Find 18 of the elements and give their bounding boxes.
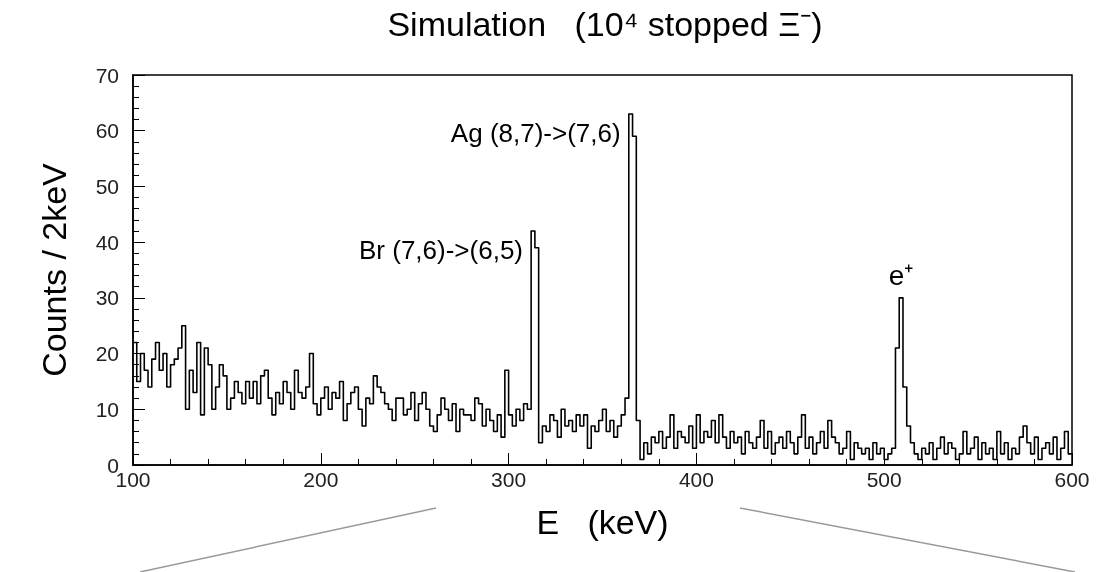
x-tick-label: 500 — [866, 468, 902, 491]
x-tick-label: 400 — [678, 468, 714, 491]
y-tick-label: 70 — [95, 63, 119, 87]
x-tick-label: 300 — [491, 468, 527, 491]
x-axis-title: E (keV) — [536, 503, 669, 541]
y-tick-label: 50 — [95, 174, 119, 198]
y-tick-label: 60 — [95, 119, 119, 143]
annotation: Ag (8,7)->(7,6) — [450, 118, 621, 148]
y-tick-label: 40 — [95, 230, 119, 254]
x-tick-label: 200 — [303, 468, 339, 491]
chart-title: Simulation (10⁴ stopped Ξ⁻) — [387, 5, 823, 43]
y-tick-label: 10 — [95, 397, 119, 421]
annotation: Br (7,6)->(6,5) — [359, 235, 524, 265]
y-tick-label: 20 — [95, 342, 119, 366]
x-tick-label: 600 — [1054, 468, 1090, 491]
annotation: e⁺ — [888, 260, 914, 292]
y-axis-title: Counts / 2keV — [35, 162, 73, 377]
y-tick-label: 30 — [95, 286, 119, 310]
